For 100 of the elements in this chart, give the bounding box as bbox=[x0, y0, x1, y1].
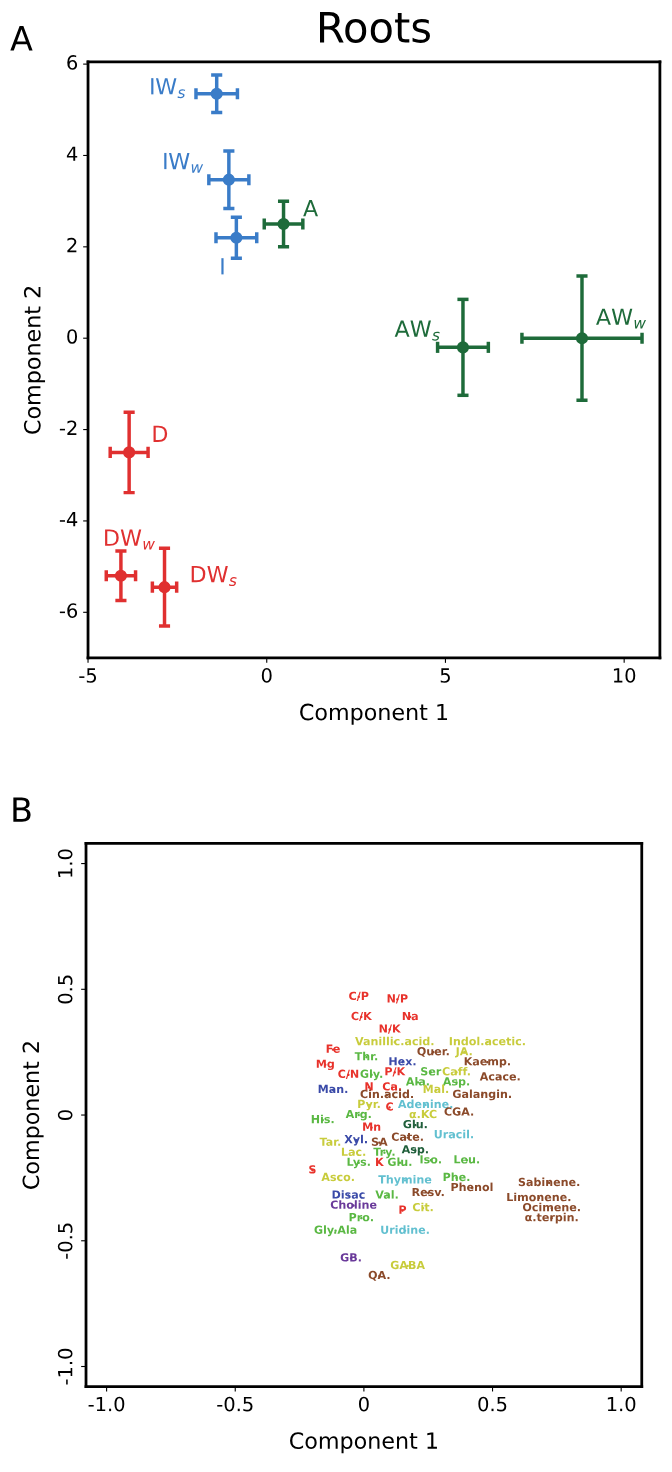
y-tick-label: -1.0 bbox=[57, 1348, 73, 1385]
data-label: Pro. bbox=[349, 1213, 373, 1222]
data-label: Uracil. bbox=[434, 1129, 474, 1139]
data-label: Arg. bbox=[345, 1109, 371, 1121]
data-label: Gly.Ala bbox=[314, 1225, 357, 1237]
x-tick-label: 1.0 bbox=[607, 1396, 636, 1412]
x-axis-title: Component 1 bbox=[290, 1432, 437, 1454]
data-label: Caff. bbox=[442, 1066, 470, 1076]
x-tick-label: -1.0 bbox=[88, 1396, 125, 1412]
data-label: Kaemp. bbox=[464, 1057, 510, 1068]
data-label: Quer. bbox=[417, 1046, 449, 1057]
data-label: Tar. bbox=[319, 1137, 341, 1146]
data-label: Val. bbox=[375, 1190, 398, 1199]
y-tick-label: -2 bbox=[59, 420, 77, 435]
data-label: Ser bbox=[421, 1067, 442, 1076]
data-label: C bbox=[386, 1102, 393, 1111]
x-tick-label: 5 bbox=[440, 668, 450, 683]
data-label: Iso. bbox=[420, 1155, 441, 1164]
x-tick-label: 0 bbox=[261, 668, 272, 683]
data-label: Thr. bbox=[354, 1051, 378, 1061]
data-label: Cate. bbox=[391, 1132, 423, 1141]
data-label: Cin.acid. bbox=[360, 1089, 413, 1099]
y-tick-label: -0.5 bbox=[57, 1223, 73, 1259]
data-label: Try. bbox=[373, 1147, 395, 1159]
data-label: JA. bbox=[455, 1047, 472, 1058]
data-label: IW$_{w}$ bbox=[164, 152, 204, 173]
data-label: α.KC bbox=[409, 1109, 437, 1119]
data-label: IW$_{s}$ bbox=[151, 78, 186, 99]
data-label: Resv. bbox=[412, 1187, 444, 1197]
data-label: Glu. bbox=[387, 1157, 412, 1167]
data-label: Gly. bbox=[360, 1069, 383, 1081]
data-label: Phe. bbox=[443, 1172, 470, 1182]
chart-title: Roots bbox=[320, 12, 430, 43]
data-label: Fe bbox=[326, 1044, 340, 1053]
data-label: D bbox=[153, 425, 168, 442]
data-label: Choline bbox=[330, 1200, 377, 1209]
data-label: QA. bbox=[368, 1270, 390, 1281]
data-label: α.terpin. bbox=[525, 1212, 578, 1224]
data-label: Lac. bbox=[341, 1147, 366, 1156]
data-label: His. bbox=[311, 1114, 334, 1124]
data-label: P bbox=[399, 1205, 407, 1214]
data-label: N/P bbox=[387, 994, 408, 1004]
x-axis-title: Component 1 bbox=[300, 703, 448, 725]
y-tick-label: 0 bbox=[57, 1110, 73, 1120]
y-tick-label: 1.0 bbox=[57, 849, 73, 877]
data-label: N/K bbox=[379, 1024, 401, 1034]
data-label: Na bbox=[402, 1011, 418, 1021]
data-label: Man. bbox=[318, 1084, 348, 1094]
data-label: I bbox=[221, 258, 224, 275]
data-label: DW$_{w}$ bbox=[105, 529, 155, 550]
y-tick-label: 4 bbox=[66, 146, 78, 161]
data-label: SA bbox=[371, 1137, 388, 1146]
data-label: GB. bbox=[340, 1253, 361, 1262]
x-tick-label: -0.5 bbox=[217, 1396, 253, 1412]
data-label: C/P bbox=[349, 991, 369, 1001]
data-label: DW$_{s}$ bbox=[191, 565, 237, 587]
data-label: N bbox=[365, 1082, 373, 1091]
data-label: P/K bbox=[385, 1067, 406, 1077]
data-label: Lys. bbox=[347, 1157, 370, 1169]
data-label: Cit. bbox=[412, 1202, 433, 1212]
y-tick-label: -6 bbox=[59, 603, 78, 618]
data-label: A bbox=[303, 200, 318, 217]
data-label: Pyr. bbox=[358, 1099, 380, 1111]
y-tick-label: 0 bbox=[67, 329, 78, 344]
data-label: Mg bbox=[316, 1059, 334, 1071]
data-label: Galangin. bbox=[452, 1089, 511, 1101]
data-label: Ala. bbox=[405, 1076, 429, 1086]
data-label: Ocimene. bbox=[522, 1202, 580, 1212]
y-axis-title: Component 2 bbox=[22, 1042, 44, 1189]
data-label: Vanillic.acid. bbox=[355, 1036, 434, 1046]
data-label: Hex. bbox=[389, 1057, 416, 1066]
data-label: AW$_{s}$ bbox=[394, 320, 440, 341]
data-label: C/K bbox=[351, 1011, 373, 1022]
x-tick-label: 0 bbox=[358, 1396, 369, 1412]
data-label: Xyl. bbox=[344, 1134, 367, 1146]
data-label: Uridine. bbox=[381, 1225, 429, 1234]
x-tick-label: 0.5 bbox=[478, 1396, 507, 1412]
data-label: Glu. bbox=[403, 1119, 427, 1129]
data-label: Adenine. bbox=[397, 1099, 453, 1109]
y-tick-label: 0.5 bbox=[57, 975, 73, 1004]
text: A bbox=[10, 26, 33, 51]
data-label: Phenol bbox=[451, 1182, 493, 1192]
data-label: C/N bbox=[338, 1069, 359, 1079]
y-tick-label: -4 bbox=[59, 512, 78, 527]
data-label: Disac bbox=[332, 1190, 365, 1199]
data-label: Thymine bbox=[378, 1175, 432, 1186]
data-label: Ca. bbox=[382, 1082, 401, 1091]
text: B bbox=[13, 797, 31, 822]
x-tick-label: -5 bbox=[79, 668, 97, 683]
data-label: Leu. bbox=[454, 1155, 480, 1164]
data-label: GABA bbox=[390, 1260, 425, 1270]
data-label: Mn bbox=[363, 1122, 381, 1131]
data-label: Asp. bbox=[401, 1145, 428, 1156]
x-tick-label: 10 bbox=[613, 668, 636, 683]
data-label: S bbox=[309, 1165, 316, 1174]
data-label: Acace. bbox=[479, 1072, 520, 1081]
y-axis-title: Component 2 bbox=[23, 287, 46, 434]
data-label: AW$_{w}$ bbox=[596, 308, 646, 329]
y-tick-label: 6 bbox=[67, 55, 78, 70]
data-label: Asco. bbox=[321, 1172, 354, 1182]
